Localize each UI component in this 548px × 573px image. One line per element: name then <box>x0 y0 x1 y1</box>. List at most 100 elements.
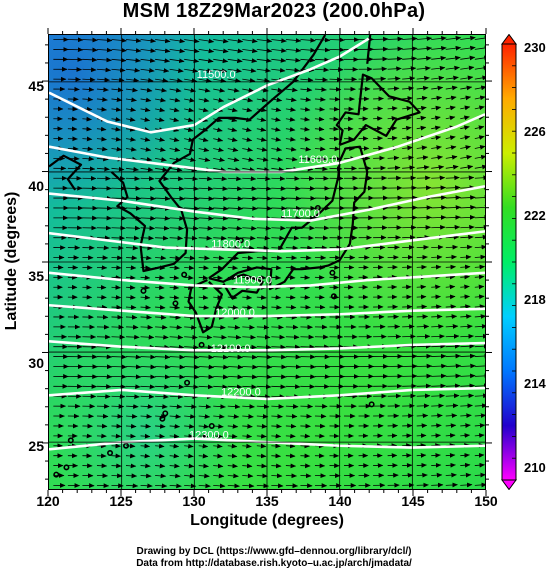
wind-vector <box>213 483 226 489</box>
wind-vector <box>126 304 137 310</box>
wind-vector <box>460 175 475 181</box>
credit-drawing: Drawing by DCL (https://www.gfd–dennou.o… <box>136 546 412 557</box>
wind-vector <box>184 157 196 163</box>
wind-vector <box>285 314 298 320</box>
wind-vector <box>256 364 273 370</box>
wind-vector <box>227 433 238 439</box>
wind-vector <box>271 374 287 380</box>
wind-vector <box>96 146 108 152</box>
wind-vector <box>271 473 283 479</box>
wind-vector <box>184 463 195 469</box>
wind-vector <box>416 363 433 369</box>
wind-vector <box>242 176 257 182</box>
wind-vector <box>300 146 312 152</box>
wind-vector <box>169 404 183 409</box>
wind-vector <box>474 274 485 280</box>
wind-vector <box>431 453 441 458</box>
wind-vector <box>474 333 485 339</box>
wind-vector <box>256 354 273 360</box>
wind-vector <box>227 206 244 211</box>
wind-vector <box>184 344 199 350</box>
wind-vector <box>431 314 443 320</box>
wind-vector <box>285 186 301 191</box>
wind-vector <box>82 146 94 152</box>
wind-vector <box>445 195 462 200</box>
wind-vector <box>184 414 196 419</box>
wind-vector <box>256 443 267 449</box>
wind-vector <box>242 334 256 340</box>
wind-vector <box>140 225 155 231</box>
wind-vector <box>227 215 243 221</box>
wind-vector <box>198 374 214 380</box>
wind-vector <box>198 285 209 290</box>
wind-vector <box>431 264 442 270</box>
wind-vector <box>445 373 462 379</box>
wind-vector <box>242 414 254 419</box>
wind-vector <box>242 265 253 271</box>
wind-vector <box>82 156 95 162</box>
wind-vector <box>155 364 171 370</box>
wind-vector <box>460 423 471 428</box>
wind-vector <box>169 443 180 449</box>
wind-vector <box>126 384 141 390</box>
wind-vector <box>271 265 282 271</box>
wind-vector <box>271 196 287 201</box>
wind-vector <box>256 453 267 459</box>
wind-vector <box>256 463 268 469</box>
wind-vector <box>111 433 122 439</box>
wind-vector <box>271 186 287 191</box>
wind-vector <box>460 403 473 409</box>
wind-vector <box>96 166 110 172</box>
wind-vector <box>474 343 485 349</box>
wind-vector <box>169 483 182 489</box>
wind-vector <box>155 314 167 320</box>
wind-vector <box>213 334 227 340</box>
wind-vector <box>431 363 447 369</box>
wind-vector <box>198 196 215 201</box>
wind-vector <box>169 423 181 429</box>
wind-vector <box>416 145 428 151</box>
figure-title: MSM 18Z29Mar2023 (200.0hPa) <box>122 0 426 22</box>
wind-vector <box>213 354 229 360</box>
wind-vector <box>271 344 286 350</box>
wind-vector <box>474 264 485 270</box>
wind-vector <box>126 285 136 290</box>
wind-vector <box>474 363 485 369</box>
wind-vector <box>227 167 241 172</box>
wind-vector <box>474 423 485 428</box>
wind-vector <box>416 225 432 230</box>
wind-vector <box>140 295 151 300</box>
wind-vector <box>445 423 457 428</box>
y-axis-label: Latitude (degrees) <box>3 191 20 331</box>
wind-vector <box>460 214 476 220</box>
wind-vector <box>285 146 297 152</box>
wind-vector <box>184 354 200 360</box>
wind-vector <box>227 225 243 231</box>
wind-vector <box>416 244 429 250</box>
wind-vector <box>140 186 156 191</box>
wind-vector <box>184 483 197 489</box>
wind-vector <box>271 176 286 182</box>
wind-vector <box>126 404 139 409</box>
wind-vector <box>431 294 441 300</box>
wind-vector <box>126 423 137 429</box>
wind-vector <box>126 196 142 201</box>
wind-vector <box>416 453 427 458</box>
wind-vector <box>140 423 152 429</box>
wind-vector <box>213 265 224 271</box>
wind-vector <box>445 433 456 438</box>
wind-vector <box>445 324 459 329</box>
wind-vector <box>242 186 258 192</box>
wind-vector <box>416 433 427 439</box>
wind-vector <box>416 373 432 379</box>
wind-vector <box>445 205 462 210</box>
wind-vector <box>242 404 255 409</box>
wind-vector <box>445 383 461 389</box>
wind-vector <box>111 354 127 360</box>
wind-vector <box>271 404 285 409</box>
wind-vector <box>445 274 456 280</box>
wind-vector <box>271 324 284 330</box>
wind-vector <box>416 155 429 161</box>
wind-vector <box>227 305 239 310</box>
wind-vector <box>126 295 136 300</box>
